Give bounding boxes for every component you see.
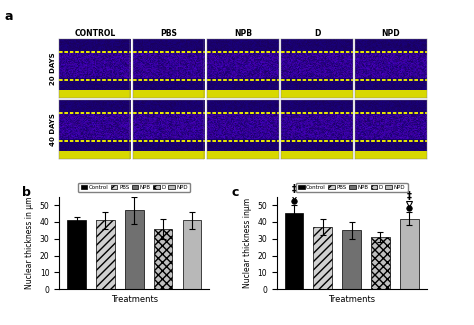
Y-axis label: 20 DAYS: 20 DAYS <box>50 52 56 85</box>
Title: CONTROL: CONTROL <box>74 29 116 38</box>
Bar <box>125 210 144 289</box>
Title: D: D <box>314 29 320 38</box>
Text: a: a <box>5 10 13 23</box>
Y-axis label: Nuclear thickness in μm: Nuclear thickness in μm <box>25 197 34 289</box>
Legend: Control, PBS, NPB, D, NPD: Control, PBS, NPB, D, NPD <box>78 183 190 192</box>
Text: ‡: ‡ <box>292 184 296 194</box>
Bar <box>96 220 115 289</box>
Bar <box>342 230 361 289</box>
Legend: Control, PBS, NPB, D, NPD: Control, PBS, NPB, D, NPD <box>296 183 408 192</box>
Text: c: c <box>232 186 239 199</box>
Bar <box>313 227 332 289</box>
Bar <box>400 218 419 289</box>
Title: NPB: NPB <box>234 29 252 38</box>
Y-axis label: Nuclear thickness inμm: Nuclear thickness inμm <box>243 198 252 288</box>
Bar <box>284 214 303 289</box>
X-axis label: Treatments: Treatments <box>328 295 375 304</box>
Text: b: b <box>22 186 31 199</box>
Bar <box>154 229 173 289</box>
Y-axis label: 40 DAYS: 40 DAYS <box>50 113 56 146</box>
Bar <box>67 220 86 289</box>
Text: ‡: ‡ <box>407 191 412 201</box>
Title: PBS: PBS <box>160 29 177 38</box>
Title: NPD: NPD <box>382 29 401 38</box>
Bar <box>371 237 390 289</box>
Bar <box>182 220 201 289</box>
X-axis label: Treatments: Treatments <box>110 295 158 304</box>
